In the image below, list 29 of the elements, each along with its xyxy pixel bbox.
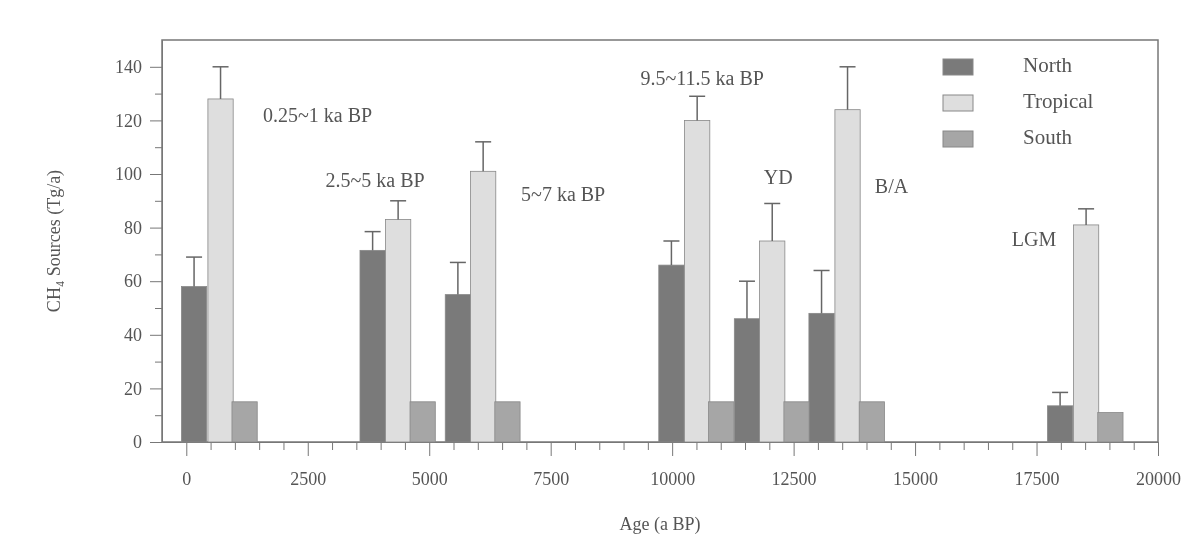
annotation: LGM bbox=[1011, 227, 1057, 250]
x-tick-label: 17500 bbox=[1014, 468, 1060, 489]
y-tick-label: 60 bbox=[124, 271, 142, 292]
annotation: B/A bbox=[874, 174, 909, 197]
annotation: 2.5~5 ka BP bbox=[325, 168, 425, 191]
x-tick-label: 0 bbox=[182, 468, 192, 489]
legend-label: South bbox=[1023, 124, 1073, 149]
y-tick-label: 80 bbox=[124, 217, 142, 238]
y-tick-label: 40 bbox=[124, 325, 142, 346]
y-axis-title: CH₄ Sources (Tg/a) bbox=[44, 169, 65, 313]
x-tick-label: 7500 bbox=[533, 468, 570, 489]
x-tick-label: 10000 bbox=[650, 468, 696, 489]
x-tick-label: 2500 bbox=[290, 468, 327, 489]
y-tick-label: 0 bbox=[133, 432, 142, 453]
legend-label: Tropical bbox=[1023, 88, 1094, 113]
x-axis-title: Age (a BP) bbox=[619, 514, 701, 535]
y-tick-label: 100 bbox=[115, 164, 142, 185]
x-tick-label: 20000 bbox=[1136, 468, 1181, 489]
annotation: YD bbox=[763, 166, 793, 189]
y-tick-label: 20 bbox=[124, 378, 142, 399]
x-tick-label: 15000 bbox=[893, 468, 939, 489]
y-tick-label: 120 bbox=[115, 110, 142, 131]
annotation: 5~7 ka BP bbox=[521, 182, 606, 205]
annotation: 0.25~1 ka BP bbox=[262, 103, 373, 126]
annotation: 9.5~11.5 ka BP bbox=[640, 66, 764, 89]
x-tick-label: 5000 bbox=[411, 468, 448, 489]
y-tick-label: 140 bbox=[115, 57, 142, 78]
x-tick-label: 12500 bbox=[771, 468, 817, 489]
legend-label: North bbox=[1023, 52, 1073, 77]
